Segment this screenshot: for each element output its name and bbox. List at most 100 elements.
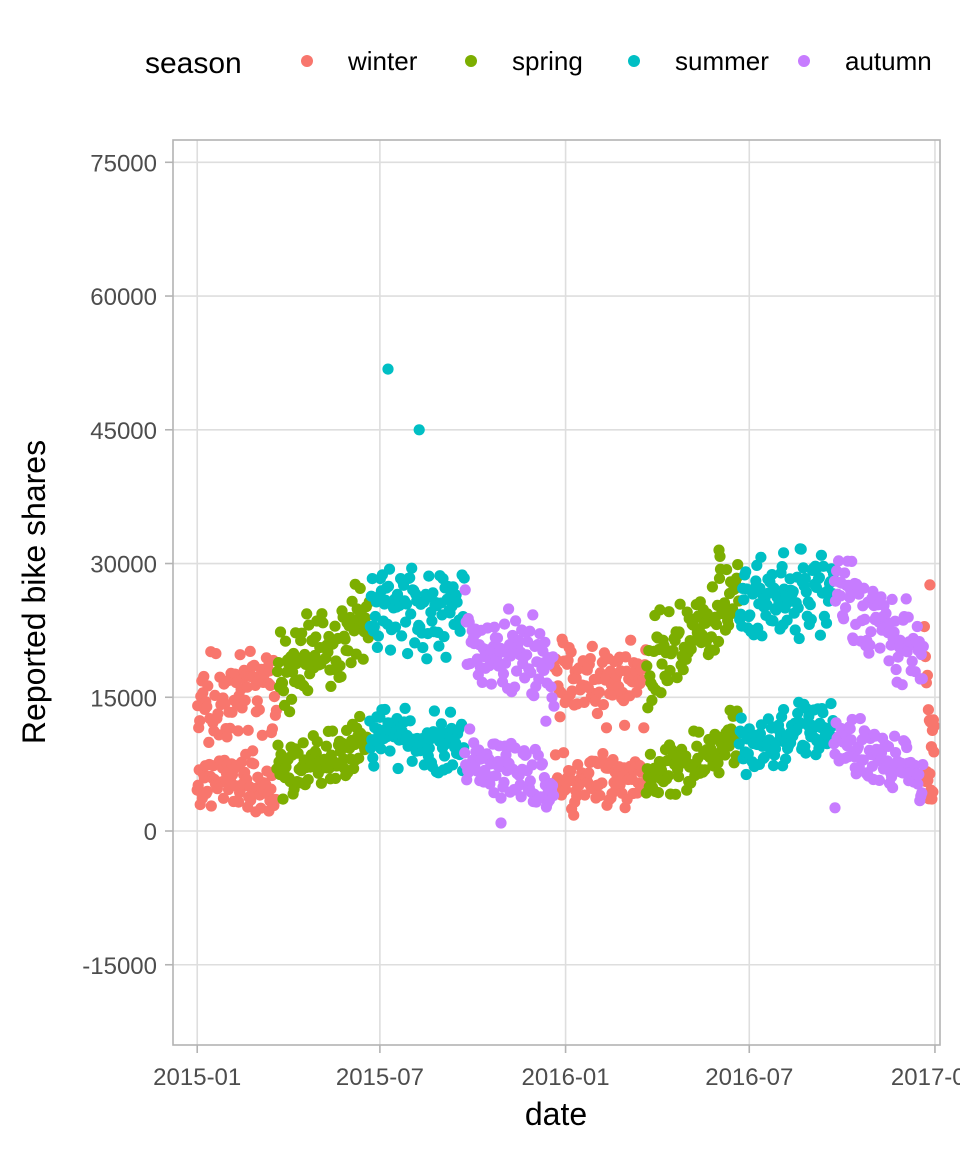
point-autumn (865, 626, 877, 638)
point-summer (368, 760, 380, 772)
point-spring (353, 752, 365, 764)
point-autumn (835, 590, 847, 602)
point-autumn (548, 700, 560, 712)
point-winter (248, 758, 260, 770)
point-winter (247, 745, 259, 757)
point-summer (405, 608, 417, 620)
point-autumn (498, 776, 510, 789)
point-winter (217, 792, 230, 804)
point-spring (712, 757, 724, 769)
y-tick-label: 60000 (90, 284, 157, 311)
point-spring (279, 635, 292, 647)
point-spring (654, 604, 666, 616)
point-summer (399, 702, 411, 715)
legend-item-summer: summer (628, 46, 769, 76)
point-spring (693, 726, 705, 738)
x-tick-label: 2016-07 (705, 1064, 793, 1091)
point-spring (713, 572, 726, 585)
point-spring (348, 762, 360, 775)
point-autumn (527, 609, 539, 621)
point-summer (406, 562, 418, 574)
point-summer (404, 572, 416, 584)
point-spring (310, 631, 322, 643)
point-spring (677, 664, 689, 676)
point-summer (401, 598, 413, 610)
point-winter (597, 748, 609, 760)
point-winter (221, 731, 233, 743)
point-winter (251, 695, 263, 707)
point-spring (325, 680, 337, 693)
point-spring (296, 627, 308, 639)
legend-key-spring (465, 55, 477, 67)
point-autumn (896, 679, 908, 691)
point-autumn (485, 678, 497, 690)
point-summer (778, 704, 790, 716)
legend: season winter spring summer autumn (145, 46, 932, 80)
point-summer (787, 585, 799, 598)
point-autumn (528, 690, 540, 702)
point-summer (371, 641, 383, 654)
point-winter (591, 707, 604, 720)
legend-item-spring: spring (465, 46, 583, 76)
point-autumn (510, 665, 523, 677)
point-summer (780, 753, 792, 765)
point-autumn (888, 626, 900, 638)
point-winter (265, 783, 277, 795)
point-spring (667, 645, 679, 657)
legend-key-summer (628, 55, 640, 67)
point-autumn (829, 802, 841, 814)
point-summer (744, 609, 756, 621)
point-summer (400, 616, 412, 628)
point-autumn (901, 741, 913, 754)
point-summer (447, 759, 459, 771)
point-winter (625, 634, 637, 646)
point-autumn (497, 668, 510, 680)
point-summer (792, 602, 804, 614)
legend-item-winter: winter (301, 46, 418, 76)
point-winter (579, 789, 591, 801)
point-summer (754, 728, 767, 740)
point-autumn (900, 593, 912, 605)
point-autumn (881, 755, 894, 767)
point-spring (671, 672, 683, 684)
point-autumn (524, 625, 536, 637)
y-tick-label: -15000 (82, 953, 157, 980)
y-tick-label: 15000 (90, 685, 157, 712)
point-spring (274, 626, 287, 638)
point-summer (767, 760, 780, 772)
point-spring (719, 749, 731, 761)
point-autumn (838, 613, 850, 625)
point-autumn (840, 602, 852, 614)
point-summer (433, 640, 445, 652)
point-autumn (513, 634, 525, 647)
point-winter (202, 680, 214, 692)
point-spring (732, 559, 744, 571)
point-autumn (459, 747, 471, 759)
point-autumn (844, 723, 856, 735)
point-spring (317, 617, 329, 629)
point-summer (804, 599, 816, 611)
point-summer (417, 642, 429, 654)
point-summer (793, 632, 805, 645)
point-spring (652, 787, 665, 799)
point-autumn (857, 754, 869, 766)
point-summer (384, 745, 396, 757)
point-summer (738, 594, 750, 606)
point-autumn (909, 759, 921, 771)
point-autumn (845, 734, 857, 746)
legend-label-winter: winter (347, 46, 418, 76)
point-autumn (491, 632, 504, 644)
point-spring (710, 618, 723, 631)
point-autumn (547, 651, 559, 663)
point-winter (212, 708, 224, 720)
point-autumn (488, 621, 500, 633)
x-tick-label: 2017-01 (891, 1064, 960, 1091)
point-autumn (901, 646, 913, 658)
point-winter (638, 722, 650, 734)
point-winter (268, 691, 280, 703)
point-winter (256, 729, 268, 741)
point-summer (413, 424, 425, 436)
point-summer (820, 617, 833, 629)
point-autumn (495, 817, 507, 829)
